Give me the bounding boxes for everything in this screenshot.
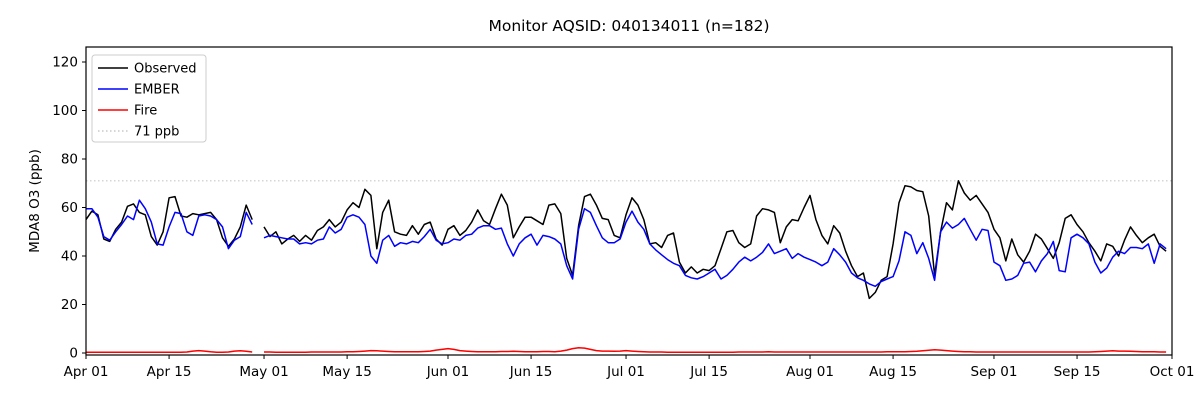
plot-border bbox=[85, 46, 1173, 356]
y-tick-label: 60 bbox=[61, 200, 78, 216]
chart-title: Monitor AQSID: 040134011 (n=182) bbox=[488, 17, 769, 35]
legend-label: 71 ppb bbox=[134, 125, 179, 140]
x-tick-label: Jul 01 bbox=[606, 364, 645, 380]
x-tick-label: Jul 15 bbox=[689, 364, 728, 380]
y-tick-label: 80 bbox=[61, 152, 78, 168]
legend: Observed EMBER Fire 71 ppb bbox=[91, 54, 207, 143]
ember-line bbox=[86, 199, 1167, 288]
y-tick-label: 40 bbox=[61, 249, 78, 265]
y-tick-label: 100 bbox=[52, 103, 78, 119]
y-tick-label: 0 bbox=[69, 346, 78, 362]
y-tick-label: 20 bbox=[61, 297, 78, 313]
observed-line bbox=[85, 180, 1167, 300]
x-tick-label: Sep 15 bbox=[1054, 364, 1101, 380]
legend-label: Observed bbox=[134, 62, 197, 77]
x-tick-label: Aug 01 bbox=[786, 364, 834, 380]
x-tick-label: Jun 15 bbox=[509, 364, 553, 380]
x-tick-label: May 01 bbox=[239, 364, 288, 380]
y-axis-label: MDA8 O3 (ppb) bbox=[27, 149, 43, 253]
legend-label: Fire bbox=[134, 104, 157, 119]
x-tick-label: May 15 bbox=[322, 364, 371, 380]
x-tick-label: Aug 15 bbox=[869, 364, 917, 380]
x-tick-label: Jun 01 bbox=[426, 364, 470, 380]
fire-line bbox=[86, 346, 1167, 354]
x-tick-label: Apr 01 bbox=[64, 364, 109, 380]
x-tick-label: Sep 01 bbox=[971, 364, 1018, 380]
y-tick-label: 120 bbox=[52, 55, 78, 71]
x-tick-label: Oct 01 bbox=[1150, 364, 1195, 380]
legend-box bbox=[91, 54, 207, 143]
legend-label: EMBER bbox=[134, 83, 180, 98]
x-tick-label: Apr 15 bbox=[147, 364, 192, 380]
